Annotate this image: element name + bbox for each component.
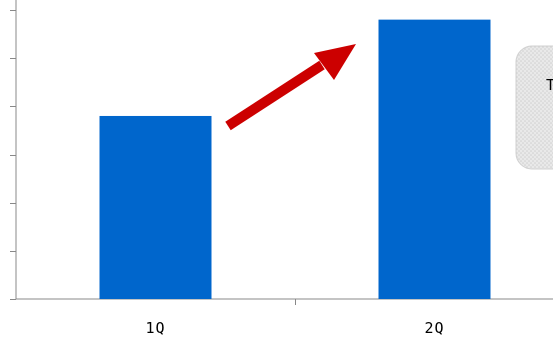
trend-arrow (225, 44, 356, 131)
chart-bars (99, 19, 491, 300)
x-tick-label: 1Q (145, 319, 165, 337)
bar-1q (99, 115, 212, 299)
callout-box: T (515, 45, 553, 170)
callout-text: T (546, 76, 553, 94)
x-tick-label: 2Q (424, 319, 444, 337)
bar-2q (378, 19, 491, 300)
trend-arrow-shaft (225, 60, 325, 131)
callout-box-background (515, 45, 553, 170)
x-axis-labels: 1Q 2Q (145, 319, 444, 337)
trend-arrow-head (314, 44, 356, 80)
